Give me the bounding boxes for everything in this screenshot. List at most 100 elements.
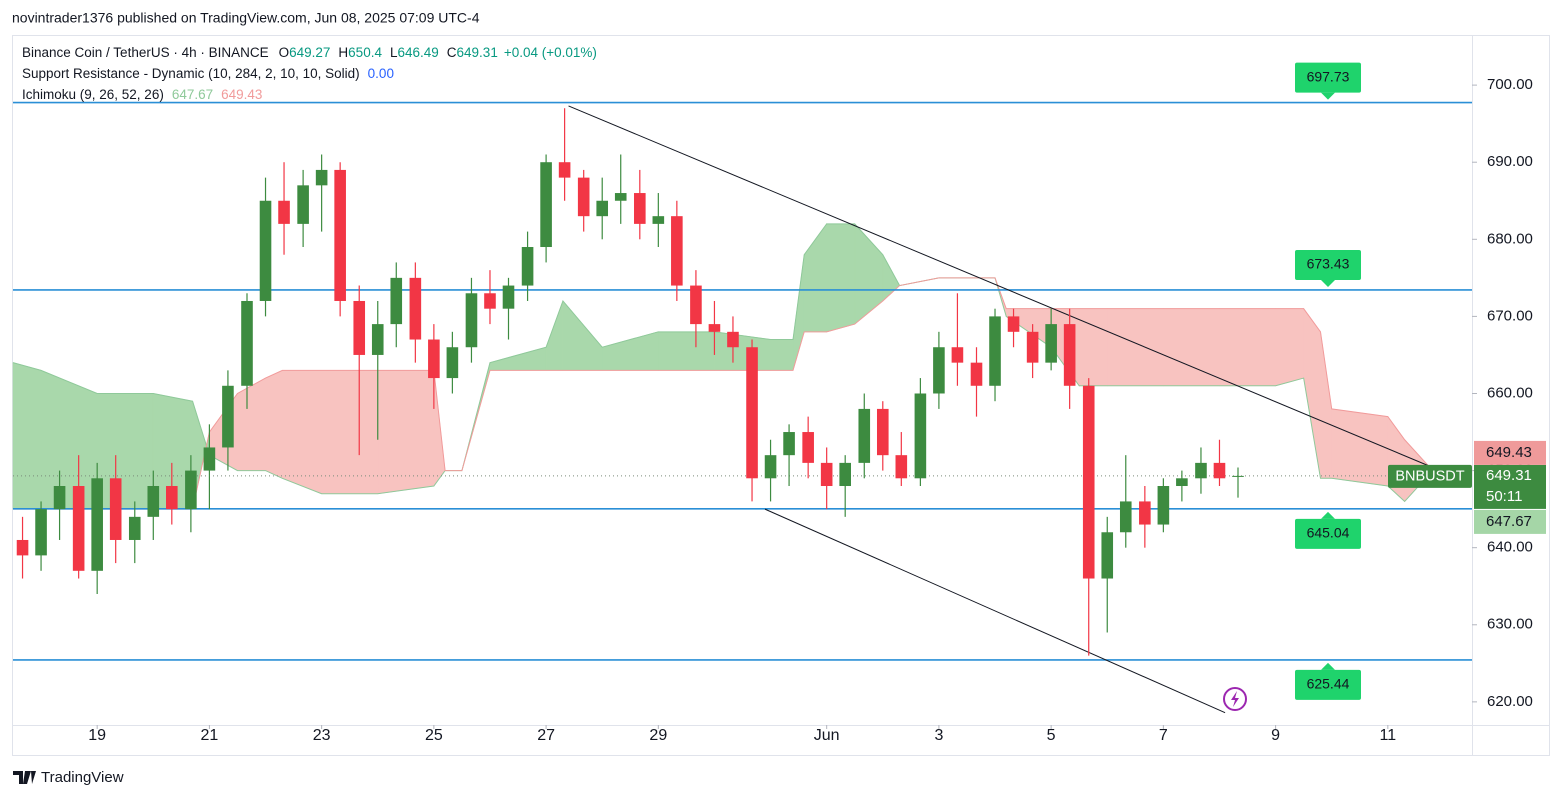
x-tick-label: 11 bbox=[1380, 727, 1397, 744]
candle-body bbox=[390, 277, 403, 325]
candle-body bbox=[409, 277, 422, 340]
symbol: Binance Coin / TetherUS · 4h · BINANCE bbox=[22, 45, 269, 60]
symbol-box bbox=[1388, 464, 1472, 488]
candle-body bbox=[690, 285, 702, 325]
candle-body bbox=[315, 169, 328, 186]
l-value: 646.49 bbox=[397, 45, 438, 60]
alert-icon bbox=[1223, 687, 1247, 711]
candle-body bbox=[53, 486, 66, 510]
y-tick-label: 620.00 bbox=[1487, 693, 1533, 710]
symbol-label: BNBUSDT bbox=[1395, 469, 1464, 485]
candle-body bbox=[783, 432, 795, 456]
x-tick-label: Jun bbox=[814, 727, 840, 744]
ichimoku-b-box bbox=[1474, 440, 1546, 465]
x-tick-label: 7 bbox=[1159, 727, 1168, 744]
candle-body bbox=[933, 347, 945, 394]
ichimoku-b-label: 649.43 bbox=[1486, 444, 1532, 461]
candle-body bbox=[35, 509, 47, 556]
chart-panel bbox=[12, 35, 1550, 756]
candle-body bbox=[1063, 324, 1076, 386]
x-tick-label: 29 bbox=[649, 727, 667, 744]
last-price-label: 649.31 bbox=[1486, 467, 1532, 484]
level-label: 625.44 bbox=[1307, 676, 1350, 692]
candle-body bbox=[166, 486, 178, 510]
ichimoku-lead-a: 647.67 bbox=[172, 87, 213, 102]
footer: TradingView bbox=[13, 769, 124, 786]
candle-body bbox=[858, 408, 871, 463]
countdown-label: 50:11 bbox=[1486, 488, 1522, 505]
candle-body bbox=[334, 169, 346, 301]
candle-body bbox=[128, 516, 141, 540]
candle-body bbox=[446, 347, 459, 379]
candle-body bbox=[297, 185, 309, 224]
candle-body bbox=[16, 539, 29, 556]
level-label-box bbox=[1295, 669, 1361, 700]
h-value: 650.4 bbox=[348, 45, 382, 60]
cloud-fill bbox=[770, 339, 794, 371]
candle-body bbox=[428, 339, 440, 379]
candle-body bbox=[1119, 501, 1132, 533]
candle-body bbox=[577, 177, 590, 217]
candle-body bbox=[820, 462, 833, 487]
candle-body bbox=[1045, 324, 1057, 363]
candle-body bbox=[951, 347, 964, 363]
cloud-fill bbox=[826, 223, 856, 333]
candle-body bbox=[614, 193, 627, 201]
candle-body bbox=[727, 331, 739, 348]
x-tick-label: 19 bbox=[88, 727, 106, 744]
candle-body bbox=[895, 455, 908, 479]
level-label-box bbox=[1295, 518, 1361, 549]
candle-body bbox=[764, 455, 777, 479]
x-tick-label: 23 bbox=[313, 727, 331, 744]
candle-body bbox=[353, 300, 366, 355]
candle-body bbox=[109, 478, 122, 540]
o-label: O bbox=[279, 45, 290, 60]
level-label: 645.04 bbox=[1307, 525, 1350, 541]
h-label: H bbox=[338, 45, 348, 60]
candle-body bbox=[1101, 532, 1114, 579]
candle-body bbox=[203, 447, 216, 471]
brand-name: TradingView bbox=[41, 769, 124, 786]
candle-body bbox=[72, 486, 85, 571]
y-tick-label: 660.00 bbox=[1487, 384, 1533, 401]
legend-symbol: Binance Coin / TetherUS · 4h · BINANCE O6… bbox=[22, 45, 597, 60]
candle-body bbox=[1139, 501, 1151, 525]
y-tick-label: 700.00 bbox=[1487, 76, 1533, 93]
candle-body bbox=[558, 162, 571, 178]
candle-body bbox=[596, 200, 609, 217]
cloud-fill bbox=[12, 362, 42, 510]
level-label: 697.73 bbox=[1307, 68, 1350, 84]
cloud-fill bbox=[1163, 308, 1220, 387]
cloud-fill bbox=[658, 331, 715, 371]
last-price-box bbox=[1474, 464, 1546, 509]
cloud-fill bbox=[1106, 308, 1164, 387]
candle-body bbox=[1213, 462, 1226, 479]
candle-body bbox=[839, 462, 851, 487]
trendline bbox=[568, 105, 1433, 468]
candle-body bbox=[484, 293, 496, 309]
candle-body bbox=[540, 162, 552, 248]
y-tick-label: 630.00 bbox=[1487, 616, 1533, 633]
ichimoku-a-label: 647.67 bbox=[1486, 513, 1532, 530]
level-label: 673.43 bbox=[1307, 256, 1350, 272]
candle-body bbox=[1232, 475, 1244, 477]
y-tick-label: 680.00 bbox=[1487, 230, 1533, 247]
level-label-arrow bbox=[1321, 279, 1335, 287]
y-tick-label: 690.00 bbox=[1487, 153, 1533, 170]
candle-body bbox=[989, 316, 1001, 386]
sr-value: 0.00 bbox=[368, 66, 394, 81]
candle-body bbox=[708, 324, 721, 332]
candle-body bbox=[278, 200, 290, 224]
candle-body bbox=[222, 385, 234, 448]
alert-bolt bbox=[1231, 691, 1239, 707]
ichimoku-lead-b: 649.43 bbox=[221, 87, 262, 102]
change: +0.04 (+0.01%) bbox=[504, 45, 597, 60]
o-value: 649.27 bbox=[289, 45, 330, 60]
candle-body bbox=[671, 216, 683, 286]
candle-body bbox=[914, 393, 927, 479]
candle-body bbox=[465, 293, 478, 348]
cloud-fill bbox=[1331, 408, 1389, 487]
y-tick-label: 640.00 bbox=[1487, 539, 1533, 556]
candle-body bbox=[1007, 316, 1020, 332]
candle-body bbox=[1195, 462, 1207, 479]
